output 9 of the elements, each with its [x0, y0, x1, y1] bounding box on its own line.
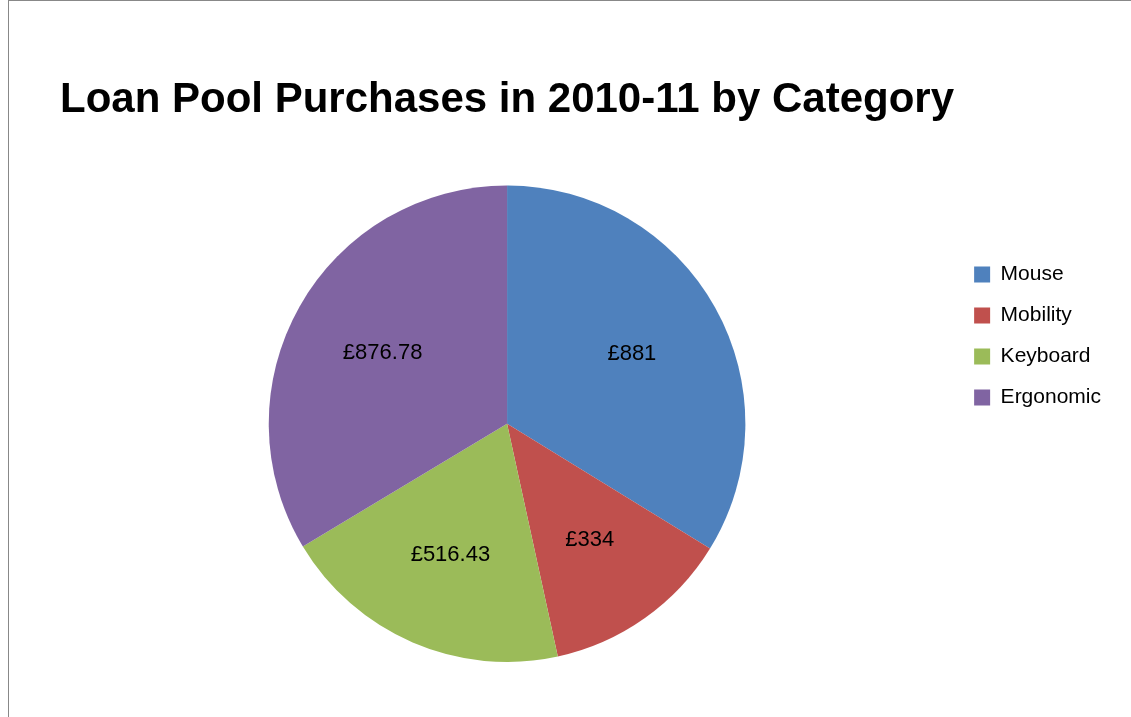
- legend-label: Mobility: [1000, 302, 1073, 326]
- data-label: £516.43: [410, 541, 491, 567]
- data-label: £881: [607, 340, 657, 366]
- data-label: £334: [565, 526, 615, 552]
- chart-title: Loan Pool Purchases in 2010-11 by Category: [60, 73, 955, 121]
- legend-label: Keyboard: [1000, 343, 1091, 367]
- legend-label: Ergonomic: [1000, 384, 1102, 408]
- legend-label: Mouse: [1000, 261, 1064, 285]
- data-label: £876.78: [342, 339, 423, 365]
